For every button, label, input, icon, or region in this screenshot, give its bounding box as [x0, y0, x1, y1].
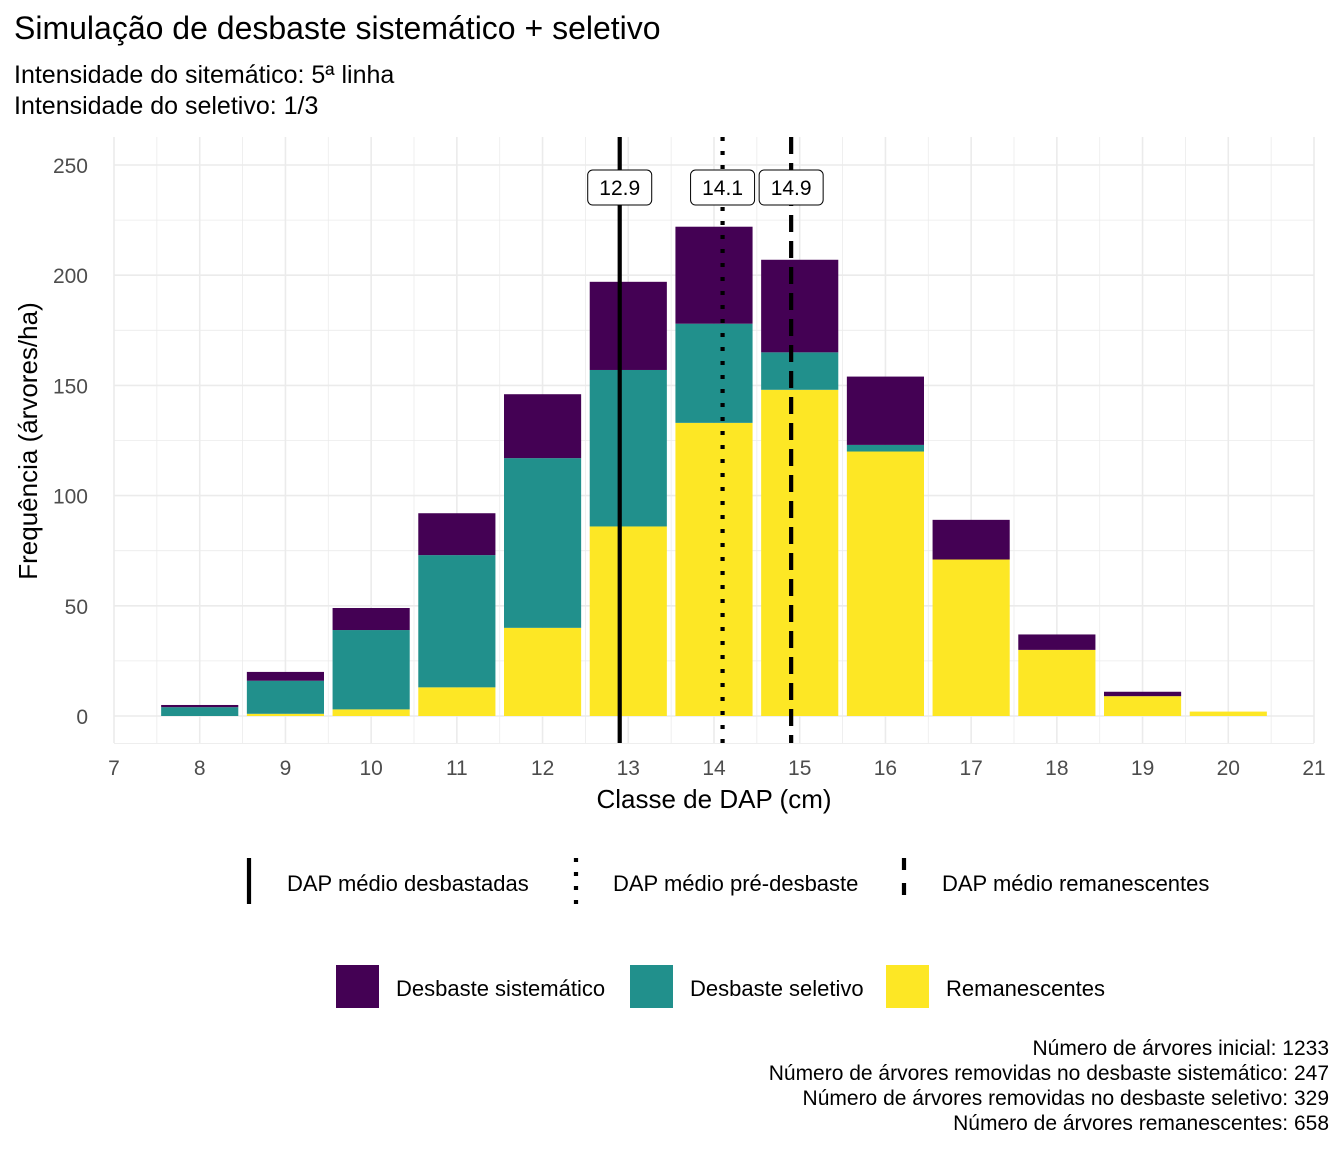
- bar-desbaste-sistematico-10: [332, 608, 410, 631]
- x-axis: 7 8 9 10 11 12 13 14 15 16 17 18 19 20 21: [108, 757, 1326, 780]
- bar-remanescentes-16: [846, 451, 924, 716]
- x-tick-label: 7: [108, 757, 120, 780]
- vline-label-box: [587, 169, 653, 206]
- x-tick-label: 20: [1217, 757, 1240, 780]
- bar-remanescentes-17: [932, 559, 1010, 716]
- bar-remanescentes-20: [1189, 711, 1267, 716]
- subtitle-line-systematic: Intensidade do sitemático: 5ª linha: [14, 61, 395, 89]
- bar-remanescentes-19: [1104, 696, 1182, 716]
- bar-desbaste-sistematico-17: [932, 519, 1010, 560]
- bar-desbaste-seletivo-9: [246, 680, 324, 714]
- bar-desbaste-seletivo-16: [846, 444, 924, 452]
- bar-remanescentes-13: [589, 526, 667, 716]
- bar-desbaste-seletivo-14: [675, 323, 753, 423]
- bar-desbaste-sistematico-19: [1104, 691, 1182, 697]
- bar-remanescentes-18: [1018, 649, 1096, 716]
- x-tick-label: 13: [617, 757, 640, 780]
- bar-remanescentes-11: [418, 687, 496, 716]
- caption-initial-trees: Número de árvores inicial: 1233: [1032, 1037, 1329, 1060]
- y-tick-label: 0: [76, 706, 88, 729]
- x-tick-label: 9: [280, 757, 292, 780]
- mean-labels: 12.9 14.1 14.9: [587, 169, 824, 206]
- bar-desbaste-seletivo-11: [418, 555, 496, 688]
- bar-remanescentes-15: [761, 389, 839, 716]
- bar-desbaste-sistematico-15: [761, 259, 839, 353]
- chart: 12.9 14.1 14.9 0 50 100 150 200 250 7 8 9 10 11 12 13…: [13, 137, 1326, 1008]
- legend-fill-swatch: [336, 965, 379, 1008]
- legend-line-label: DAP médio pré-desbaste: [613, 871, 858, 896]
- x-tick-label: 10: [359, 757, 382, 780]
- bar-desbaste-sistematico-11: [418, 513, 496, 556]
- chart-title: Simulação de desbaste sistemático + sele…: [14, 10, 661, 46]
- vline-label: 12.9: [599, 177, 640, 200]
- bar-remanescentes-14: [675, 422, 753, 716]
- bars: [161, 226, 1267, 716]
- bar-desbaste-sistematico-13: [589, 281, 667, 370]
- bar-desbaste-sistematico-18: [1018, 634, 1096, 650]
- caption-remaining-trees: Número de árvores remanescentes: 658: [953, 1112, 1329, 1135]
- chart-subtitle: Intensidade do sitemático: 5ª linha Inte…: [14, 60, 394, 122]
- vline-label-box: [690, 169, 756, 206]
- x-axis-title: Classe de DAP (cm): [596, 784, 831, 814]
- fill-legend: Desbaste sistemático Desbaste seletivo Rem…: [336, 965, 1105, 1008]
- y-axis-title: Frequência (árvores/ha): [13, 302, 43, 579]
- vline-label: 14.1: [702, 177, 743, 200]
- bar-desbaste-seletivo-10: [332, 630, 410, 710]
- x-tick-label: 16: [874, 757, 897, 780]
- vline-label-box: [758, 169, 824, 206]
- bar-desbaste-sistematico-14: [675, 226, 753, 324]
- x-tick-label: 12: [531, 757, 554, 780]
- y-tick-label: 50: [65, 596, 88, 619]
- legend-line-label: DAP médio remanescentes: [942, 871, 1209, 896]
- legend-fill-swatch: [886, 965, 929, 1008]
- legend-fill-label: Remanescentes: [946, 976, 1105, 1001]
- subtitle-line-selective: Intensidade do seletivo: 1/3: [14, 92, 319, 120]
- bar-desbaste-seletivo-13: [589, 369, 667, 527]
- y-tick-label: 150: [53, 375, 88, 398]
- x-tick-label: 19: [1131, 757, 1154, 780]
- bar-remanescentes-9: [246, 713, 324, 716]
- y-tick-label: 100: [53, 486, 88, 509]
- caption-selective-removed: Número de árvores removidas no desbaste …: [802, 1087, 1329, 1110]
- vline-label: 14.9: [771, 177, 812, 200]
- legend-fill-swatch: [630, 965, 673, 1008]
- bar-remanescentes-12: [504, 627, 582, 716]
- bar-desbaste-sistematico-12: [504, 394, 582, 459]
- x-tick-label: 14: [702, 757, 726, 780]
- x-tick-label: 21: [1302, 757, 1325, 780]
- caption-systematic-removed: Número de árvores removidas no desbaste …: [768, 1062, 1329, 1085]
- mean-lines: [617, 137, 794, 743]
- x-tick-label: 11: [446, 757, 468, 780]
- bar-desbaste-seletivo-8: [161, 707, 239, 716]
- legend-fill-label: Desbaste sistemático: [396, 976, 605, 1001]
- caption: Número de árvores inicial: 1233 Número d…: [769, 1036, 1329, 1136]
- y-tick-label: 200: [53, 265, 88, 288]
- x-tick-label: 8: [194, 757, 206, 780]
- legend-fill-label: Desbaste seletivo: [690, 976, 864, 1001]
- x-tick-label: 15: [788, 757, 811, 780]
- bar-desbaste-sistematico-8: [161, 704, 239, 708]
- x-tick-label: 18: [1045, 757, 1068, 780]
- bar-desbaste-sistematico-9: [246, 671, 324, 681]
- legend-line-label: DAP médio desbastadas: [287, 871, 529, 896]
- y-axis: 0 50 100 150 200 250: [53, 155, 88, 729]
- bar-remanescentes-10: [332, 709, 410, 716]
- line-legend: DAP médio desbastadas DAP médio pré-desba…: [246, 858, 1209, 904]
- y-tick-label: 250: [53, 155, 88, 178]
- bar-desbaste-seletivo-15: [761, 352, 839, 390]
- x-tick-label: 17: [959, 757, 982, 780]
- bar-desbaste-sistematico-16: [846, 376, 924, 445]
- bar-desbaste-seletivo-12: [504, 458, 582, 628]
